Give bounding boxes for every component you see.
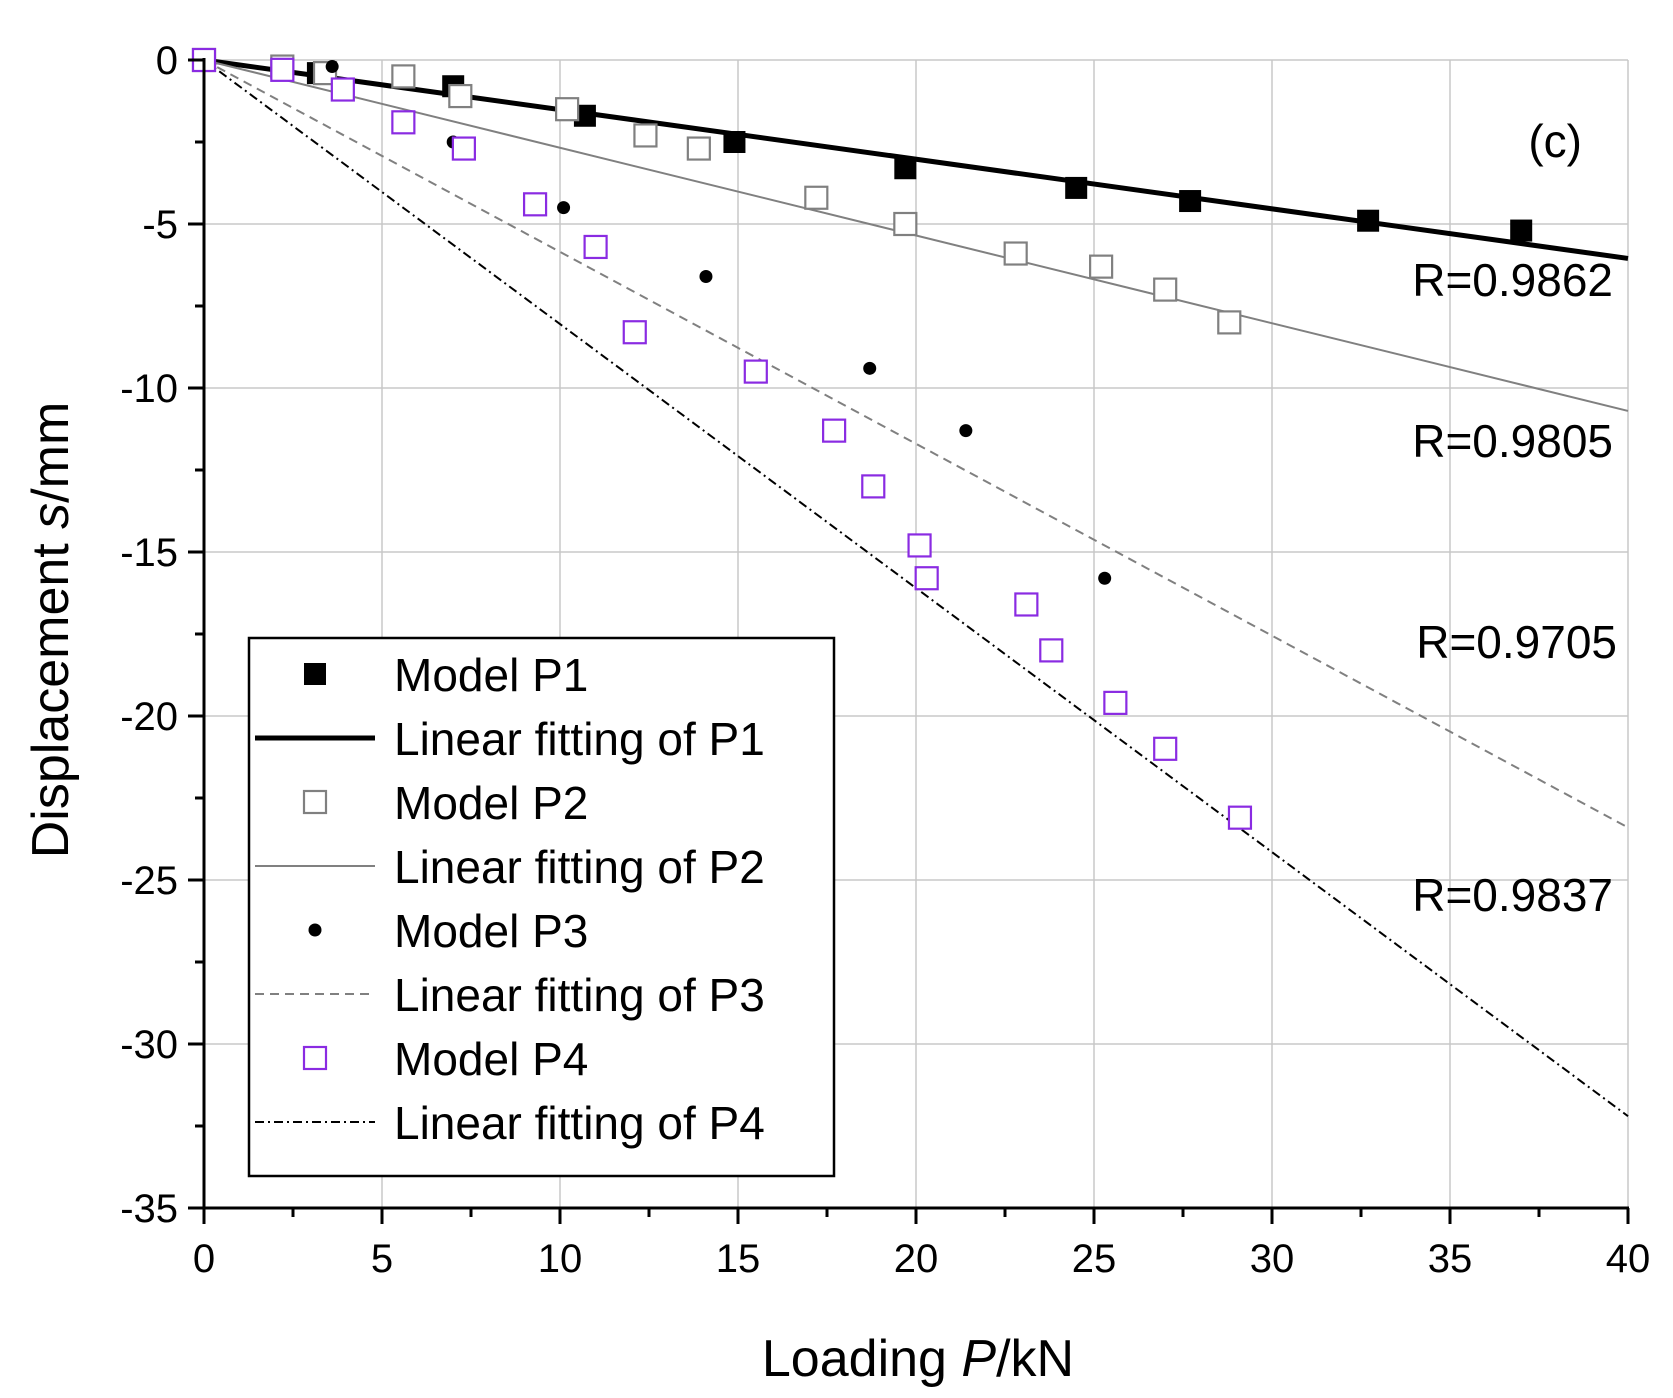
r-value-label: R=0.9805 bbox=[1412, 415, 1613, 467]
data-point-p1 bbox=[1065, 176, 1088, 199]
data-point-p4 bbox=[1153, 736, 1178, 761]
data-point-p2 bbox=[893, 211, 918, 237]
data-point-p3 bbox=[325, 60, 339, 74]
r-value-label: R=0.9837 bbox=[1412, 869, 1613, 921]
y-tick-label: -15 bbox=[120, 531, 178, 575]
data-point-p4 bbox=[522, 192, 548, 217]
data-point-p4 bbox=[743, 359, 768, 384]
x-tick-label: 40 bbox=[1606, 1237, 1651, 1281]
x-axis-title-prefix: Loading bbox=[762, 1330, 962, 1388]
data-point-p4 bbox=[622, 320, 647, 345]
data-point-p2 bbox=[686, 136, 711, 161]
data-point-p1 bbox=[573, 104, 596, 127]
data-point-p4 bbox=[1227, 805, 1253, 830]
r-value-label: R=0.9862 bbox=[1412, 254, 1613, 306]
data-point-p1 bbox=[1357, 209, 1380, 232]
data-point-p1 bbox=[1179, 190, 1202, 213]
data-point-p2 bbox=[1003, 241, 1028, 266]
y-tick-label: 0 bbox=[156, 39, 178, 83]
y-tick-label: -25 bbox=[120, 859, 178, 903]
y-tick-label: -5 bbox=[142, 203, 178, 247]
x-axis-title-variable: P bbox=[961, 1330, 996, 1388]
x-tick-label: 15 bbox=[716, 1237, 761, 1281]
data-point-p4 bbox=[914, 566, 939, 591]
data-point-p4 bbox=[861, 474, 886, 499]
data-point-p4 bbox=[1014, 592, 1039, 617]
legend-label: Linear fitting of P1 bbox=[394, 713, 765, 765]
y-tick-label: -30 bbox=[120, 1023, 178, 1067]
data-point-p2 bbox=[1089, 254, 1114, 279]
data-point-p2 bbox=[1217, 310, 1242, 335]
fit-line-4 bbox=[203, 59, 1629, 1117]
legend-label: Model P2 bbox=[394, 777, 588, 829]
y-axis-title-unit: /mm bbox=[22, 402, 80, 503]
x-tick-label: 0 bbox=[193, 1237, 215, 1281]
data-point-p4 bbox=[822, 418, 847, 443]
data-point-p3 bbox=[1098, 571, 1112, 585]
panel-label: (c) bbox=[1528, 115, 1582, 167]
y-axis-title: Displacement s/mm bbox=[22, 402, 80, 859]
legend-symbol bbox=[302, 789, 328, 815]
legend-symbol bbox=[304, 663, 326, 685]
legend-label: Linear fitting of P4 bbox=[394, 1097, 765, 1149]
x-axis-title: Loading P/kN bbox=[762, 1330, 1074, 1388]
data-point-p3 bbox=[699, 269, 713, 283]
data-point-p4 bbox=[270, 57, 295, 82]
legend-label: Linear fitting of P3 bbox=[394, 969, 765, 1021]
legend-label: Model P4 bbox=[394, 1033, 588, 1085]
data-point-p1 bbox=[723, 131, 746, 153]
y-tick-label: -35 bbox=[120, 1187, 178, 1231]
data-point-p1 bbox=[1510, 219, 1533, 242]
legend-label: Model P1 bbox=[394, 649, 588, 701]
data-point-p4 bbox=[391, 110, 416, 135]
data-point-p3 bbox=[557, 201, 571, 215]
x-tick-label: 25 bbox=[1072, 1237, 1117, 1281]
data-point-p2 bbox=[804, 185, 829, 210]
data-point-p3 bbox=[863, 361, 877, 375]
data-point-p2 bbox=[448, 83, 473, 109]
x-tick-label: 20 bbox=[894, 1237, 939, 1281]
y-axis-title-variable: s bbox=[22, 503, 80, 529]
y-axis-title-prefix: Displacement bbox=[22, 529, 80, 858]
legend: Model P1 Linear fitting of P1 Model P2 Line… bbox=[247, 636, 836, 1178]
data-point-p4 bbox=[907, 533, 932, 558]
r-value-label: R=0.9705 bbox=[1416, 616, 1617, 668]
data-point-p1 bbox=[894, 157, 917, 180]
data-point-p4 bbox=[583, 234, 608, 260]
data-point-p4 bbox=[330, 77, 355, 102]
legend-box bbox=[247, 636, 836, 1178]
legend-symbol bbox=[308, 923, 322, 937]
legend-label: Linear fitting of P2 bbox=[394, 841, 765, 893]
data-point-p2 bbox=[391, 64, 416, 89]
axes: 0 5 10 15 20 25 30 35 40 0 -5 -10 -15 -20 -25 -30 -35 bbox=[120, 39, 1650, 1281]
x-tick-label: 30 bbox=[1250, 1237, 1295, 1281]
legend-symbol bbox=[302, 1045, 328, 1071]
data-point-p3 bbox=[959, 424, 973, 438]
data-point-p4 bbox=[451, 136, 476, 161]
legend-label: Model P3 bbox=[394, 905, 588, 957]
y-tick-label: -20 bbox=[120, 695, 178, 739]
data-point-p4 bbox=[1039, 638, 1064, 663]
y-tick-label: -10 bbox=[120, 367, 178, 411]
x-tick-label: 10 bbox=[538, 1237, 583, 1281]
data-point-p2 bbox=[633, 123, 658, 148]
x-axis-title-unit: /kN bbox=[996, 1330, 1074, 1388]
data-point-p2 bbox=[1153, 277, 1178, 302]
x-tick-label: 35 bbox=[1428, 1237, 1473, 1281]
annotations: (c) R=0.9862 R=0.9805 R=0.9705 R=0.9837 bbox=[1412, 115, 1617, 921]
x-tick-label: 5 bbox=[371, 1237, 393, 1281]
data-point-p2 bbox=[555, 97, 580, 122]
data-point-p4 bbox=[1103, 690, 1128, 715]
